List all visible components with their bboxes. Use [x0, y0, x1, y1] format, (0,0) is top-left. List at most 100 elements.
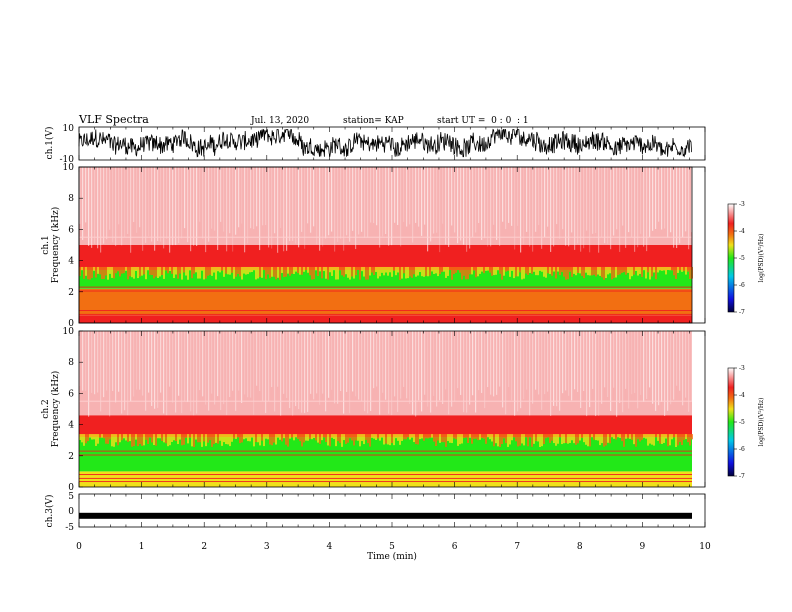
spectrogram-edge — [643, 434, 645, 438]
spectrogram-edge — [575, 434, 577, 445]
spectrogram-streak — [124, 167, 126, 238]
spectrogram-edge — [663, 434, 665, 443]
spectrogram-edge — [79, 266, 81, 277]
spectrogram-streak — [214, 167, 216, 231]
spectrogram-edge — [93, 266, 95, 271]
spectrogram-streak — [184, 331, 186, 402]
spectrogram-edge — [283, 434, 285, 439]
spectrogram-streak — [565, 331, 567, 391]
spectrogram-edge — [219, 266, 221, 273]
spectrogram-edge — [345, 266, 347, 275]
ch3-ytick-top: 5 — [68, 492, 74, 502]
spectrogram-streak — [319, 167, 321, 251]
spectrogram-streak — [598, 331, 600, 417]
spectrogram-edge — [243, 266, 245, 274]
spectrogram-edge — [315, 434, 317, 441]
spectrogram-edge — [533, 266, 535, 272]
spectrogram-streak — [241, 167, 243, 224]
spectrogram-edge — [609, 266, 611, 274]
spectrogram-streak — [670, 167, 672, 233]
spectrogram-edge — [173, 266, 175, 279]
spectrogram-streak — [469, 331, 471, 405]
spectrogram-edge — [197, 266, 199, 279]
spectrogram-streak — [652, 331, 654, 404]
spectrogram-edge — [299, 266, 301, 275]
spectrogram-streak — [250, 167, 252, 229]
spectrogram-edge — [453, 266, 455, 275]
spectrogram-streak — [580, 331, 582, 408]
time-tick-label: 7 — [514, 542, 520, 552]
spectrogram-streak — [508, 331, 510, 388]
spectrogram-edge — [373, 434, 375, 439]
spectrogram-streak — [403, 167, 405, 222]
spectrogram-streak — [250, 331, 252, 398]
spectrogram-streak — [175, 167, 177, 246]
spectrogram-streak — [208, 331, 210, 411]
spectrogram-streak — [544, 167, 546, 238]
spectrogram-streak — [196, 167, 198, 247]
spectrogram-edge — [167, 266, 169, 274]
spectrogram-streak — [358, 331, 360, 400]
spectrogram-edge — [297, 434, 299, 439]
ch1-ytick-top: 10 — [63, 124, 75, 134]
spectrogram-edge — [179, 266, 181, 274]
spectrogram-streak — [292, 331, 294, 416]
spectrogram-streak — [382, 167, 384, 237]
spectrogram-edge — [163, 434, 165, 443]
spectrogram-edge — [601, 434, 603, 444]
spectrogram-edge — [445, 434, 447, 447]
spectrogram-edge — [255, 434, 257, 443]
spectrogram-streak — [475, 167, 477, 233]
spectrogram-streak — [106, 167, 108, 240]
spectrogram-streak — [172, 167, 174, 246]
spectrogram-edge — [101, 434, 103, 438]
spectrogram-edge — [389, 266, 391, 273]
spectrogram-edge — [639, 266, 641, 274]
spectrogram-streak — [340, 167, 342, 239]
spectrogram-edge — [437, 266, 439, 277]
time-axis-label: Time (min) — [367, 551, 417, 562]
spectrogram-edge — [649, 266, 651, 280]
spectrogram-streak — [523, 331, 525, 400]
spectrogram-edge — [415, 266, 417, 277]
spectrogram-edge — [411, 266, 413, 278]
spectrogram-streak — [637, 167, 639, 248]
spectrogram-edge — [455, 266, 457, 273]
spectrogram-streak — [628, 167, 630, 233]
spectrogram-edge — [521, 434, 523, 444]
colorbar-tick-label: -4 — [739, 228, 745, 235]
spectrogram-edge — [333, 434, 335, 440]
spectrogram-streak — [538, 331, 540, 395]
ch3-waveform-panel: 5 0 -5 ch.3(V) — [44, 492, 706, 533]
time-axis-labels: 0 1 2 3 4 5 6 7 8 9 10 — [76, 542, 711, 552]
spectrogram-edge — [479, 266, 481, 274]
spectrogram-edge — [449, 266, 451, 271]
spectrogram-edge — [425, 434, 427, 439]
spectrogram-edge — [435, 434, 437, 447]
spectrogram-edge — [599, 434, 601, 446]
spectrogram-streak — [196, 331, 198, 414]
spectrogram-streak — [370, 331, 372, 411]
spectrogram-edge — [569, 266, 571, 272]
spectrogram-streak — [397, 167, 399, 226]
spectrogram-streak — [640, 167, 642, 234]
spectrogram-edge — [689, 266, 691, 279]
spectrogram-edge — [307, 266, 309, 273]
ch1-waveform-panel: 10 -10 ch.1(V) — [44, 124, 706, 165]
spectrogram-edge — [285, 266, 287, 277]
spectrogram-edge — [425, 266, 427, 276]
spectrogram-streak — [406, 167, 408, 227]
spectrogram-streak — [625, 167, 627, 248]
spectrogram-streak — [469, 167, 471, 249]
spectrogram-edge — [291, 434, 293, 438]
spectrogram-edge — [551, 266, 553, 276]
ch2-channel-label: ch.2 — [41, 399, 51, 418]
spectrogram-edge — [657, 434, 659, 441]
spectrogram-edge — [539, 434, 541, 447]
spectrogram-streak — [178, 167, 180, 244]
spectrogram-streak — [616, 331, 618, 417]
spectrogram-edge — [603, 434, 605, 447]
ch2-freq-axis: 0 2 4 6 8 10 — [63, 327, 83, 493]
spectrogram-streak — [310, 331, 312, 394]
colorbar-tick-label: -5 — [739, 419, 745, 426]
